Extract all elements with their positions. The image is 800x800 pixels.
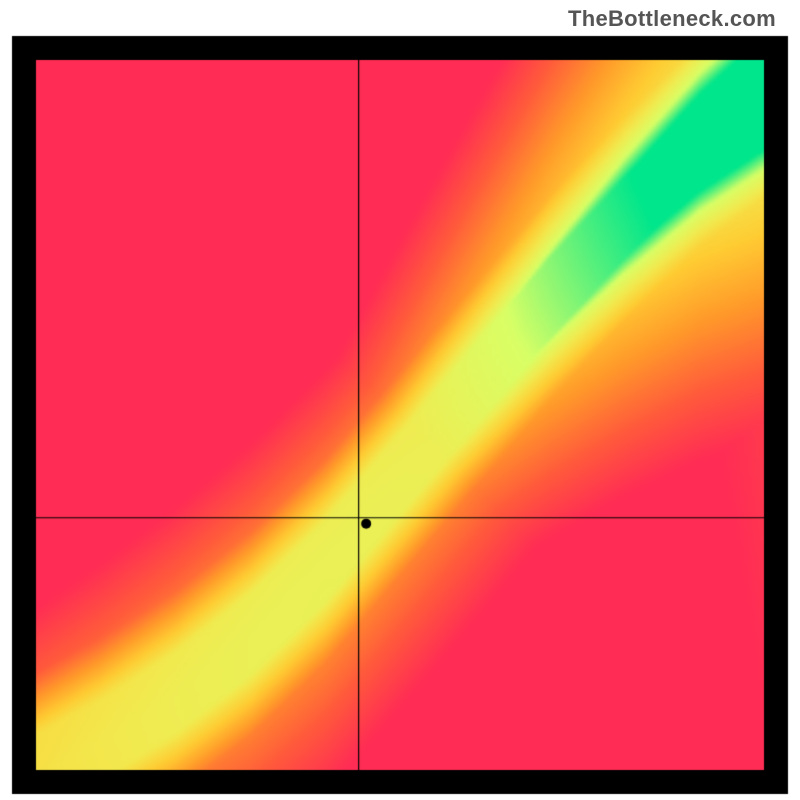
bottleneck-heatmap-canvas [0,0,800,800]
watermark-text: TheBottleneck.com [568,6,776,32]
chart-wrapper: TheBottleneck.com [0,0,800,800]
